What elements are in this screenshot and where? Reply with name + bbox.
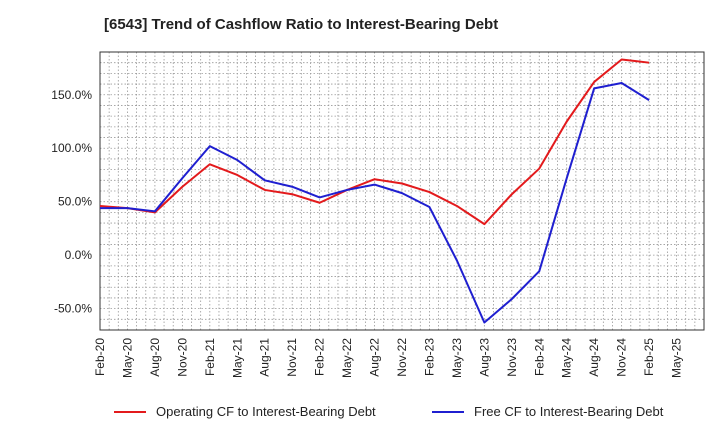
grid-lines: [99, 52, 705, 330]
x-tick-label: May-25: [670, 338, 684, 378]
x-tick-label: May-23: [450, 338, 464, 378]
x-tick-label: May-21: [230, 338, 244, 378]
x-tick-label: May-22: [340, 338, 354, 378]
legend-swatch-free-cf: [432, 410, 464, 413]
x-tick-label: Feb-20: [93, 338, 107, 376]
y-tick-label: 100.0%: [51, 141, 92, 155]
x-tick-label: Nov-22: [395, 338, 409, 377]
legend-swatch-operating-cf: [114, 410, 146, 413]
series-line-free-cf: [100, 82, 650, 324]
x-axis-ticks: Feb-20 May-20 Aug-20 Nov-20 Feb-21 May-21 Aug-…: [93, 338, 684, 378]
x-tick-label: Nov-20: [175, 338, 189, 377]
y-axis-ticks: -50.0% 0.0% 50.0% 100.0% 150.0%: [51, 88, 92, 316]
x-tick-label: May-24: [560, 338, 574, 378]
x-tick-label: Feb-25: [642, 338, 656, 376]
y-tick-label: 150.0%: [51, 88, 92, 102]
series-line-operating-cf: [99, 58, 650, 226]
series-lines: [99, 58, 650, 324]
x-tick-label: Aug-20: [148, 338, 162, 377]
line-chart: -50.0% 0.0% 50.0% 100.0% 150.0% Feb-20 May-20…: [51, 51, 705, 378]
legend-label-free-cf: Free CF to Interest-Bearing Debt: [474, 404, 664, 419]
legend-item-free-cf: Free CF to Interest-Bearing Debt: [432, 404, 663, 419]
y-tick-label: 50.0%: [58, 195, 92, 209]
x-tick-label: Nov-23: [505, 338, 519, 377]
x-tick-label: Aug-22: [368, 338, 382, 377]
x-tick-label: Feb-24: [532, 338, 546, 376]
chart-title: [6543] Trend of Cashflow Ratio to Intere…: [104, 16, 499, 33]
legend-item-operating-cf: Operating CF to Interest-Bearing Debt: [114, 404, 376, 419]
x-tick-label: May-20: [120, 338, 134, 378]
x-tick-label: Feb-22: [313, 338, 327, 376]
y-tick-label: -50.0%: [54, 302, 92, 316]
x-tick-label: Nov-21: [285, 338, 299, 377]
x-tick-label: Aug-21: [258, 338, 272, 377]
plot-frame: [99, 51, 705, 331]
x-tick-label: Feb-23: [422, 338, 436, 376]
x-tick-label: Aug-24: [587, 338, 601, 377]
x-tick-label: Aug-23: [477, 338, 491, 377]
legend-label-operating-cf: Operating CF to Interest-Bearing Debt: [156, 404, 376, 419]
x-tick-label: Feb-21: [203, 338, 217, 376]
x-tick-label: Nov-24: [615, 338, 629, 377]
y-tick-label: 0.0%: [65, 248, 93, 262]
